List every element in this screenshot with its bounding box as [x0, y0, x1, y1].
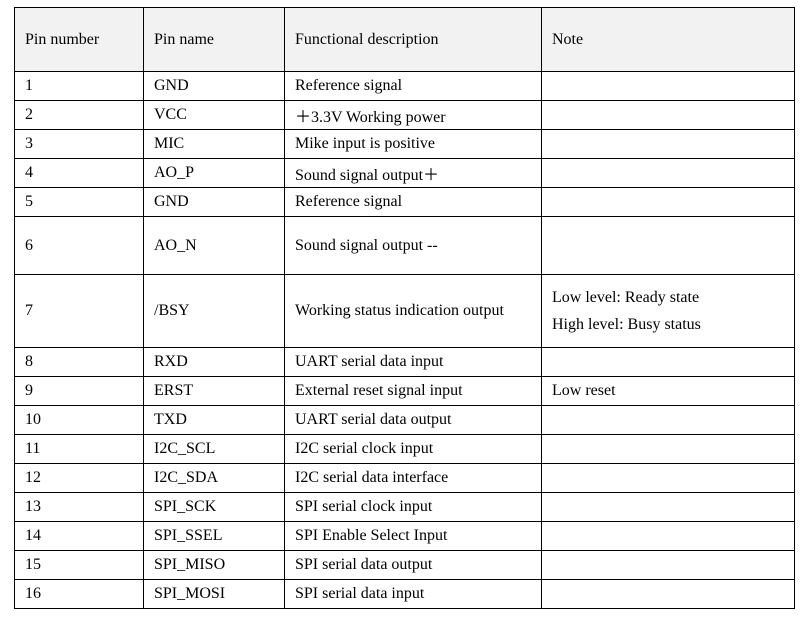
table-row: 13 SPI_SCK SPI serial clock input	[14, 492, 795, 522]
header-description: Functional description	[284, 7, 542, 72]
description-cell: SPI serial clock input	[284, 492, 542, 522]
description-cell: I2C serial clock input	[284, 434, 542, 464]
description-cell: External reset signal input	[284, 376, 542, 406]
note-cell	[541, 492, 795, 522]
table-row: 7 /BSY Working status indication output …	[14, 274, 795, 348]
pin-number-cell: 5	[14, 187, 144, 217]
pin-number-cell: 15	[14, 550, 144, 580]
note-cell	[541, 71, 795, 101]
header-note: Note	[541, 7, 795, 72]
table-row: 3 MIC Mike input is positive	[14, 129, 795, 159]
pin-number-cell: 2	[14, 100, 144, 130]
note-cell	[541, 405, 795, 435]
pin-number-cell: 16	[14, 579, 144, 609]
note-cell	[541, 463, 795, 493]
note-cell: Low reset	[541, 376, 795, 406]
table-row: 1 GND Reference signal	[14, 71, 795, 101]
description-cell: SPI serial data output	[284, 550, 542, 580]
pin-name-cell: AO_N	[143, 216, 285, 275]
pin-name-cell: GND	[143, 187, 285, 217]
pin-name-cell: I2C_SCL	[143, 434, 285, 464]
description-cell: Mike input is positive	[284, 129, 542, 159]
pin-definition-table: Pin number Pin name Functional descripti…	[14, 7, 795, 609]
description-cell: Sound signal output --	[284, 216, 542, 275]
note-cell	[541, 434, 795, 464]
pin-name-cell: SPI_MISO	[143, 550, 285, 580]
note-cell	[541, 579, 795, 609]
description-cell: Sound signal output＋	[284, 158, 542, 188]
description-cell: SPI serial data input	[284, 579, 542, 609]
pin-name-cell: SPI_SCK	[143, 492, 285, 522]
note-line: Low level: Ready state	[552, 289, 700, 306]
note-cell	[541, 158, 795, 188]
description-cell: Reference signal	[284, 187, 542, 217]
pin-name-cell: ERST	[143, 376, 285, 406]
table-row: 2 VCC ＋3.3V Working power	[14, 100, 795, 130]
pin-name-cell: VCC	[143, 100, 285, 130]
note-cell	[541, 216, 795, 275]
pin-number-cell: 10	[14, 405, 144, 435]
note-cell	[541, 347, 795, 377]
description-cell: Reference signal	[284, 71, 542, 101]
pin-name-cell: RXD	[143, 347, 285, 377]
table-row: 9 ERST External reset signal input Low r…	[14, 376, 795, 406]
pin-number-cell: 8	[14, 347, 144, 377]
pin-number-cell: 6	[14, 216, 144, 275]
table-row: 4 AO_P Sound signal output＋	[14, 158, 795, 188]
note-cell	[541, 129, 795, 159]
table-row: 11 I2C_SCL I2C serial clock input	[14, 434, 795, 464]
pin-name-cell: SPI_SSEL	[143, 521, 285, 551]
pin-number-cell: 13	[14, 492, 144, 522]
header-pin-number: Pin number	[14, 7, 144, 72]
pin-number-cell: 12	[14, 463, 144, 493]
table-row: 10 TXD UART serial data output	[14, 405, 795, 435]
note-cell: Low level: Ready state High level: Busy …	[541, 274, 795, 348]
note-cell	[541, 550, 795, 580]
note-cell	[541, 187, 795, 217]
table-row: 15 SPI_MISO SPI serial data output	[14, 550, 795, 580]
pin-name-cell: AO_P	[143, 158, 285, 188]
table-row: 8 RXD UART serial data input	[14, 347, 795, 377]
table-row: 14 SPI_SSEL SPI Enable Select Input	[14, 521, 795, 551]
description-cell: Working status indication output	[284, 274, 542, 348]
pin-number-cell: 3	[14, 129, 144, 159]
note-line: High level: Busy status	[552, 316, 701, 333]
pin-number-cell: 9	[14, 376, 144, 406]
description-cell: UART serial data output	[284, 405, 542, 435]
description-cell: UART serial data input	[284, 347, 542, 377]
table-row: 16 SPI_MOSI SPI serial data input	[14, 579, 795, 609]
pin-name-cell: /BSY	[143, 274, 285, 348]
pin-number-cell: 7	[14, 274, 144, 348]
table-row: 6 AO_N Sound signal output --	[14, 216, 795, 275]
pin-number-cell: 14	[14, 521, 144, 551]
pin-name-cell: TXD	[143, 405, 285, 435]
pin-number-cell: 4	[14, 158, 144, 188]
table-row: 12 I2C_SDA I2C serial data interface	[14, 463, 795, 493]
table-row: 5 GND Reference signal	[14, 187, 795, 217]
pin-name-cell: MIC	[143, 129, 285, 159]
pin-number-cell: 1	[14, 71, 144, 101]
pin-name-cell: GND	[143, 71, 285, 101]
pin-number-cell: 11	[14, 434, 144, 464]
note-cell	[541, 100, 795, 130]
table-header-row: Pin number Pin name Functional descripti…	[14, 7, 795, 72]
description-cell: I2C serial data interface	[284, 463, 542, 493]
pin-name-cell: SPI_MOSI	[143, 579, 285, 609]
description-cell: ＋3.3V Working power	[284, 100, 542, 130]
description-cell: SPI Enable Select Input	[284, 521, 542, 551]
note-cell	[541, 521, 795, 551]
pin-name-cell: I2C_SDA	[143, 463, 285, 493]
header-pin-name: Pin name	[143, 7, 285, 72]
